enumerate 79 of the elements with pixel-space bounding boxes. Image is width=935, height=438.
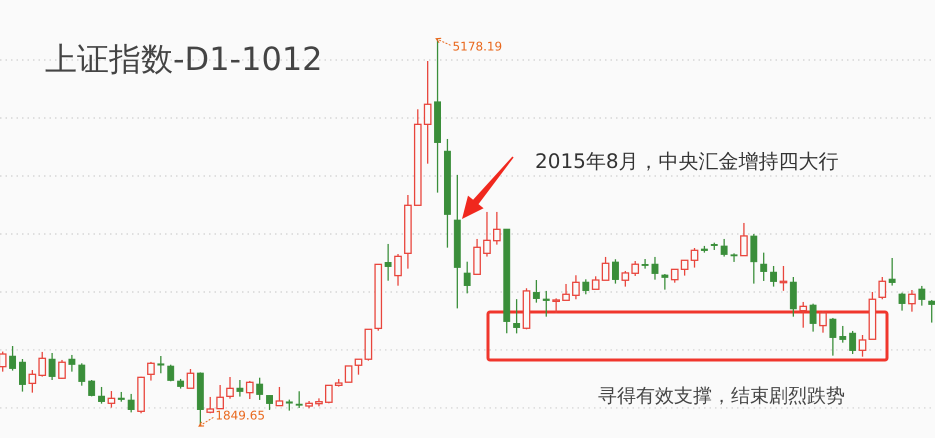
candlestick xyxy=(493,211,501,246)
candlestick xyxy=(0,350,7,372)
candlestick xyxy=(186,368,194,389)
candlestick xyxy=(918,285,926,306)
candlestick xyxy=(246,380,254,400)
candlestick xyxy=(108,390,116,408)
candlestick xyxy=(642,258,649,270)
candlestick xyxy=(602,256,610,281)
candlestick xyxy=(286,398,293,412)
candlestick xyxy=(839,325,846,344)
annotation: 1849.65 xyxy=(215,408,265,422)
candlestick xyxy=(384,243,392,282)
candlestick xyxy=(532,279,540,304)
candlestick xyxy=(147,361,155,382)
candlestick xyxy=(690,247,698,268)
candlestick xyxy=(216,384,224,410)
candlestick xyxy=(483,211,491,258)
candlestick xyxy=(858,334,866,358)
candlestick xyxy=(38,351,46,378)
candlestick xyxy=(78,362,86,386)
candlestick xyxy=(621,270,630,288)
candlestick xyxy=(631,260,640,277)
candlestick xyxy=(226,376,234,400)
candlestick xyxy=(206,396,214,414)
candlestick xyxy=(19,358,26,392)
candlestick xyxy=(128,393,135,414)
candlestick xyxy=(394,253,402,286)
candlestick xyxy=(177,378,184,390)
candlestick xyxy=(898,292,906,312)
candlestick xyxy=(513,298,520,334)
candlestick xyxy=(908,289,916,312)
candlestick xyxy=(819,310,827,334)
candlestick xyxy=(266,394,273,411)
candlestick xyxy=(88,379,96,398)
candlestick xyxy=(652,256,658,280)
candlestick xyxy=(58,359,66,380)
candlestick xyxy=(888,257,896,286)
candlestick xyxy=(236,379,244,398)
candlestick xyxy=(849,330,856,355)
candlestick xyxy=(354,358,362,376)
candlestick xyxy=(324,384,333,404)
candlestick xyxy=(670,268,679,284)
candlestick xyxy=(770,265,778,288)
candlestick xyxy=(542,290,550,318)
candlestick xyxy=(276,386,284,406)
candlestick xyxy=(167,364,174,382)
candlestick xyxy=(810,303,817,332)
candlestick xyxy=(780,265,788,292)
candlestick xyxy=(572,274,580,300)
candlestick xyxy=(740,222,748,256)
candlestick xyxy=(760,252,768,282)
candlestick xyxy=(157,355,164,374)
candlestick xyxy=(9,345,16,372)
candlestick xyxy=(562,283,570,301)
candlestick xyxy=(582,278,590,295)
candlestick xyxy=(829,317,836,356)
candlestick xyxy=(118,391,125,402)
candlestick xyxy=(68,354,76,372)
candlestick xyxy=(296,390,303,409)
candlestick xyxy=(48,352,56,381)
candlestick xyxy=(552,298,560,314)
candlestick xyxy=(612,258,619,284)
candlestick xyxy=(878,276,886,300)
candlestick xyxy=(799,301,808,328)
candlestick xyxy=(98,386,105,404)
chart-title: 上证指数-D1-1012 xyxy=(45,40,323,78)
candlestick xyxy=(256,377,264,401)
annotation: 5178.19 xyxy=(452,39,502,54)
candlestick xyxy=(344,365,352,383)
candlestick xyxy=(464,261,471,294)
annotation: 寻得有效支撑，结束剧烈跌势 xyxy=(598,385,845,407)
candlestick xyxy=(720,238,728,258)
candlestick xyxy=(680,260,688,276)
candlestick xyxy=(28,369,36,394)
candlestick xyxy=(928,299,935,324)
candlestick xyxy=(661,273,668,290)
candlestick xyxy=(592,276,600,290)
candlestick xyxy=(424,60,432,164)
annotation: 2015年8月，中央汇金增持四大行 xyxy=(535,149,839,173)
